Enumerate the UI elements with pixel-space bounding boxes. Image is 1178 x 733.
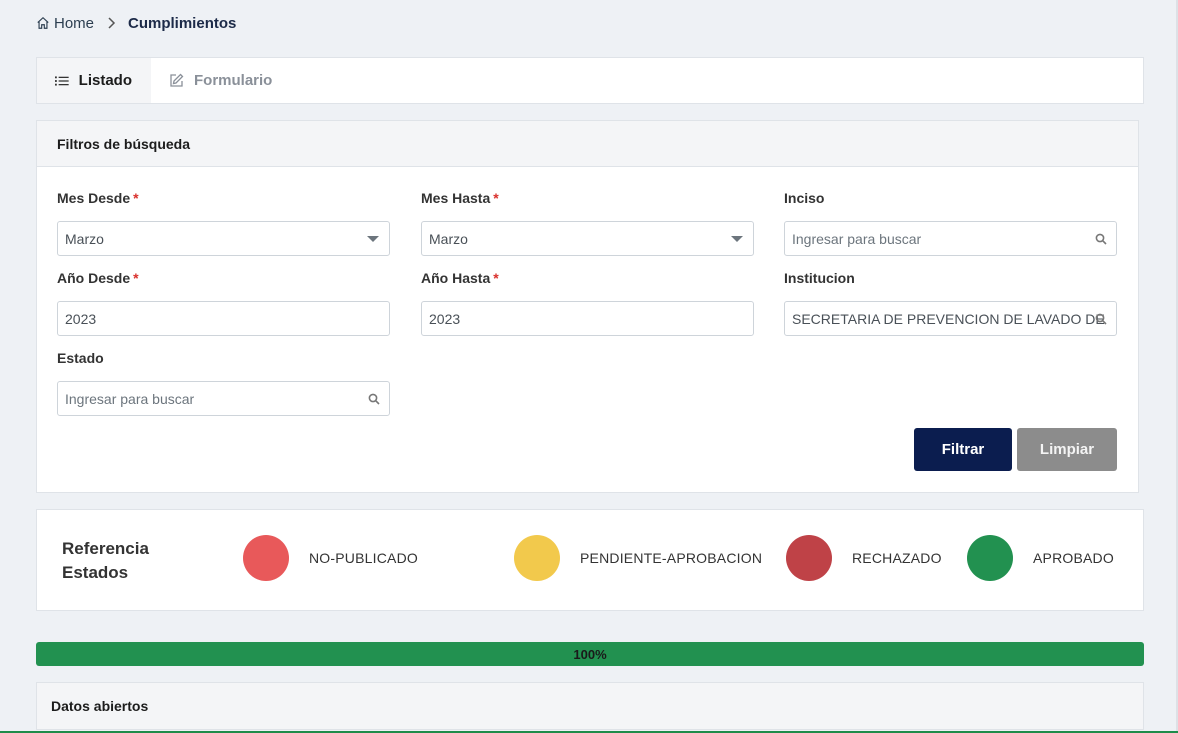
anio-desde-value: 2023 [65, 310, 97, 327]
anio-hasta-value: 2023 [429, 310, 461, 327]
filter-button[interactable]: Filtrar [914, 428, 1012, 471]
page-bottom-edge [0, 731, 1178, 733]
inciso-placeholder: Ingresar para buscar [792, 230, 922, 247]
mes-desde-select[interactable]: Marzo [57, 221, 390, 256]
chevron-down-icon [367, 235, 379, 242]
breadcrumb-home-label: Home [54, 14, 95, 32]
search-icon [1095, 233, 1107, 245]
legend-title: Referencia Estados [62, 539, 149, 582]
legend-label-rechazado: RECHAZADO [852, 550, 942, 566]
search-filters-card: Filtros de búsqueda Mes Desde * Marzo Mes… [36, 120, 1139, 493]
legend-item-aprobado: APROBADO [967, 535, 1114, 581]
legend-label-aprobado: APROBADO [1033, 550, 1114, 566]
anio-desde-label: Año Desde [57, 270, 131, 286]
anio-hasta-field: Año Hasta * 2023 [421, 268, 754, 336]
legend-item-rechazado: RECHAZADO [786, 535, 942, 581]
chevron-down-icon [731, 235, 743, 242]
status-dot-pendiente-aprobacion [514, 535, 560, 581]
tab-formulario[interactable]: Formulario [151, 58, 291, 103]
anio-hasta-input[interactable]: 2023 [421, 301, 754, 336]
institucion-value: SECRETARIA DE PREVENCION DE LAVADO DE DI… [792, 310, 1109, 327]
estado-label: Estado [57, 350, 104, 366]
status-dot-no-publicado [243, 535, 289, 581]
mes-hasta-field: Mes Hasta * Marzo [421, 188, 754, 256]
search-icon [368, 393, 380, 405]
mes-hasta-select[interactable]: Marzo [421, 221, 754, 256]
home-icon [37, 16, 49, 29]
mes-hasta-label: Mes Hasta [421, 190, 491, 206]
tab-listado-label: Listado [78, 72, 132, 89]
breadcrumb-home-link[interactable]: Home [36, 15, 94, 32]
required-marker: * [493, 190, 499, 206]
required-marker: * [133, 190, 139, 206]
open-data-section-title: Datos abiertos [36, 682, 1144, 730]
institucion-input[interactable]: SECRETARIA DE PREVENCION DE LAVADO DE DI… [784, 301, 1117, 336]
search-filters-title: Filtros de búsqueda [37, 121, 1138, 167]
status-dot-aprobado [967, 535, 1013, 581]
anio-desde-field: Año Desde * 2023 [57, 268, 390, 336]
mes-desde-value: Marzo [65, 230, 104, 247]
compliance-progress-bar: 100% [36, 642, 1144, 666]
legend-item-no-publicado: NO-PUBLICADO [243, 535, 418, 581]
inciso-input[interactable]: Ingresar para buscar [784, 221, 1117, 256]
required-marker: * [133, 270, 139, 286]
breadcrumb: Home Cumplimientos [36, 13, 236, 33]
estado-field: Estado Ingresar para buscar [57, 348, 390, 416]
mes-hasta-value: Marzo [429, 230, 468, 247]
tab-bar: Listado Formulario [36, 57, 1144, 104]
tab-formulario-label: Formulario [194, 72, 273, 89]
progress-label: 100% [573, 646, 607, 662]
breadcrumb-current: Cumplimientos [128, 14, 237, 32]
status-legend: Referencia Estados NO-PUBLICADO PENDIENT… [36, 509, 1144, 611]
list-icon [55, 75, 69, 86]
inciso-label: Inciso [784, 190, 825, 206]
progress-fill: 100% [36, 642, 1144, 666]
required-marker: * [493, 270, 499, 286]
mes-desde-field: Mes Desde * Marzo [57, 188, 390, 256]
mes-desde-label: Mes Desde [57, 190, 131, 206]
inciso-field: Inciso Ingresar para buscar [784, 188, 1117, 256]
legend-label-no-publicado: NO-PUBLICADO [309, 550, 418, 566]
tab-listado[interactable]: Listado [37, 58, 151, 103]
page-edge [1176, 0, 1178, 733]
clear-button[interactable]: Limpiar [1017, 428, 1117, 471]
institucion-label: Institucion [784, 270, 855, 286]
legend-item-pendiente-aprobacion: PENDIENTE-APROBACION [514, 535, 762, 581]
estado-placeholder: Ingresar para buscar [65, 390, 195, 407]
estado-input[interactable]: Ingresar para buscar [57, 381, 390, 416]
status-dot-rechazado [786, 535, 832, 581]
legend-label-pendiente-aprobacion: PENDIENTE-APROBACION [580, 550, 763, 566]
search-icon [1095, 313, 1107, 325]
edit-icon [170, 73, 184, 87]
anio-desde-input[interactable]: 2023 [57, 301, 390, 336]
chevron-right-icon [106, 17, 116, 29]
anio-hasta-label: Año Hasta [421, 270, 491, 286]
institucion-field: Institucion SECRETARIA DE PREVENCION DE … [784, 268, 1117, 336]
